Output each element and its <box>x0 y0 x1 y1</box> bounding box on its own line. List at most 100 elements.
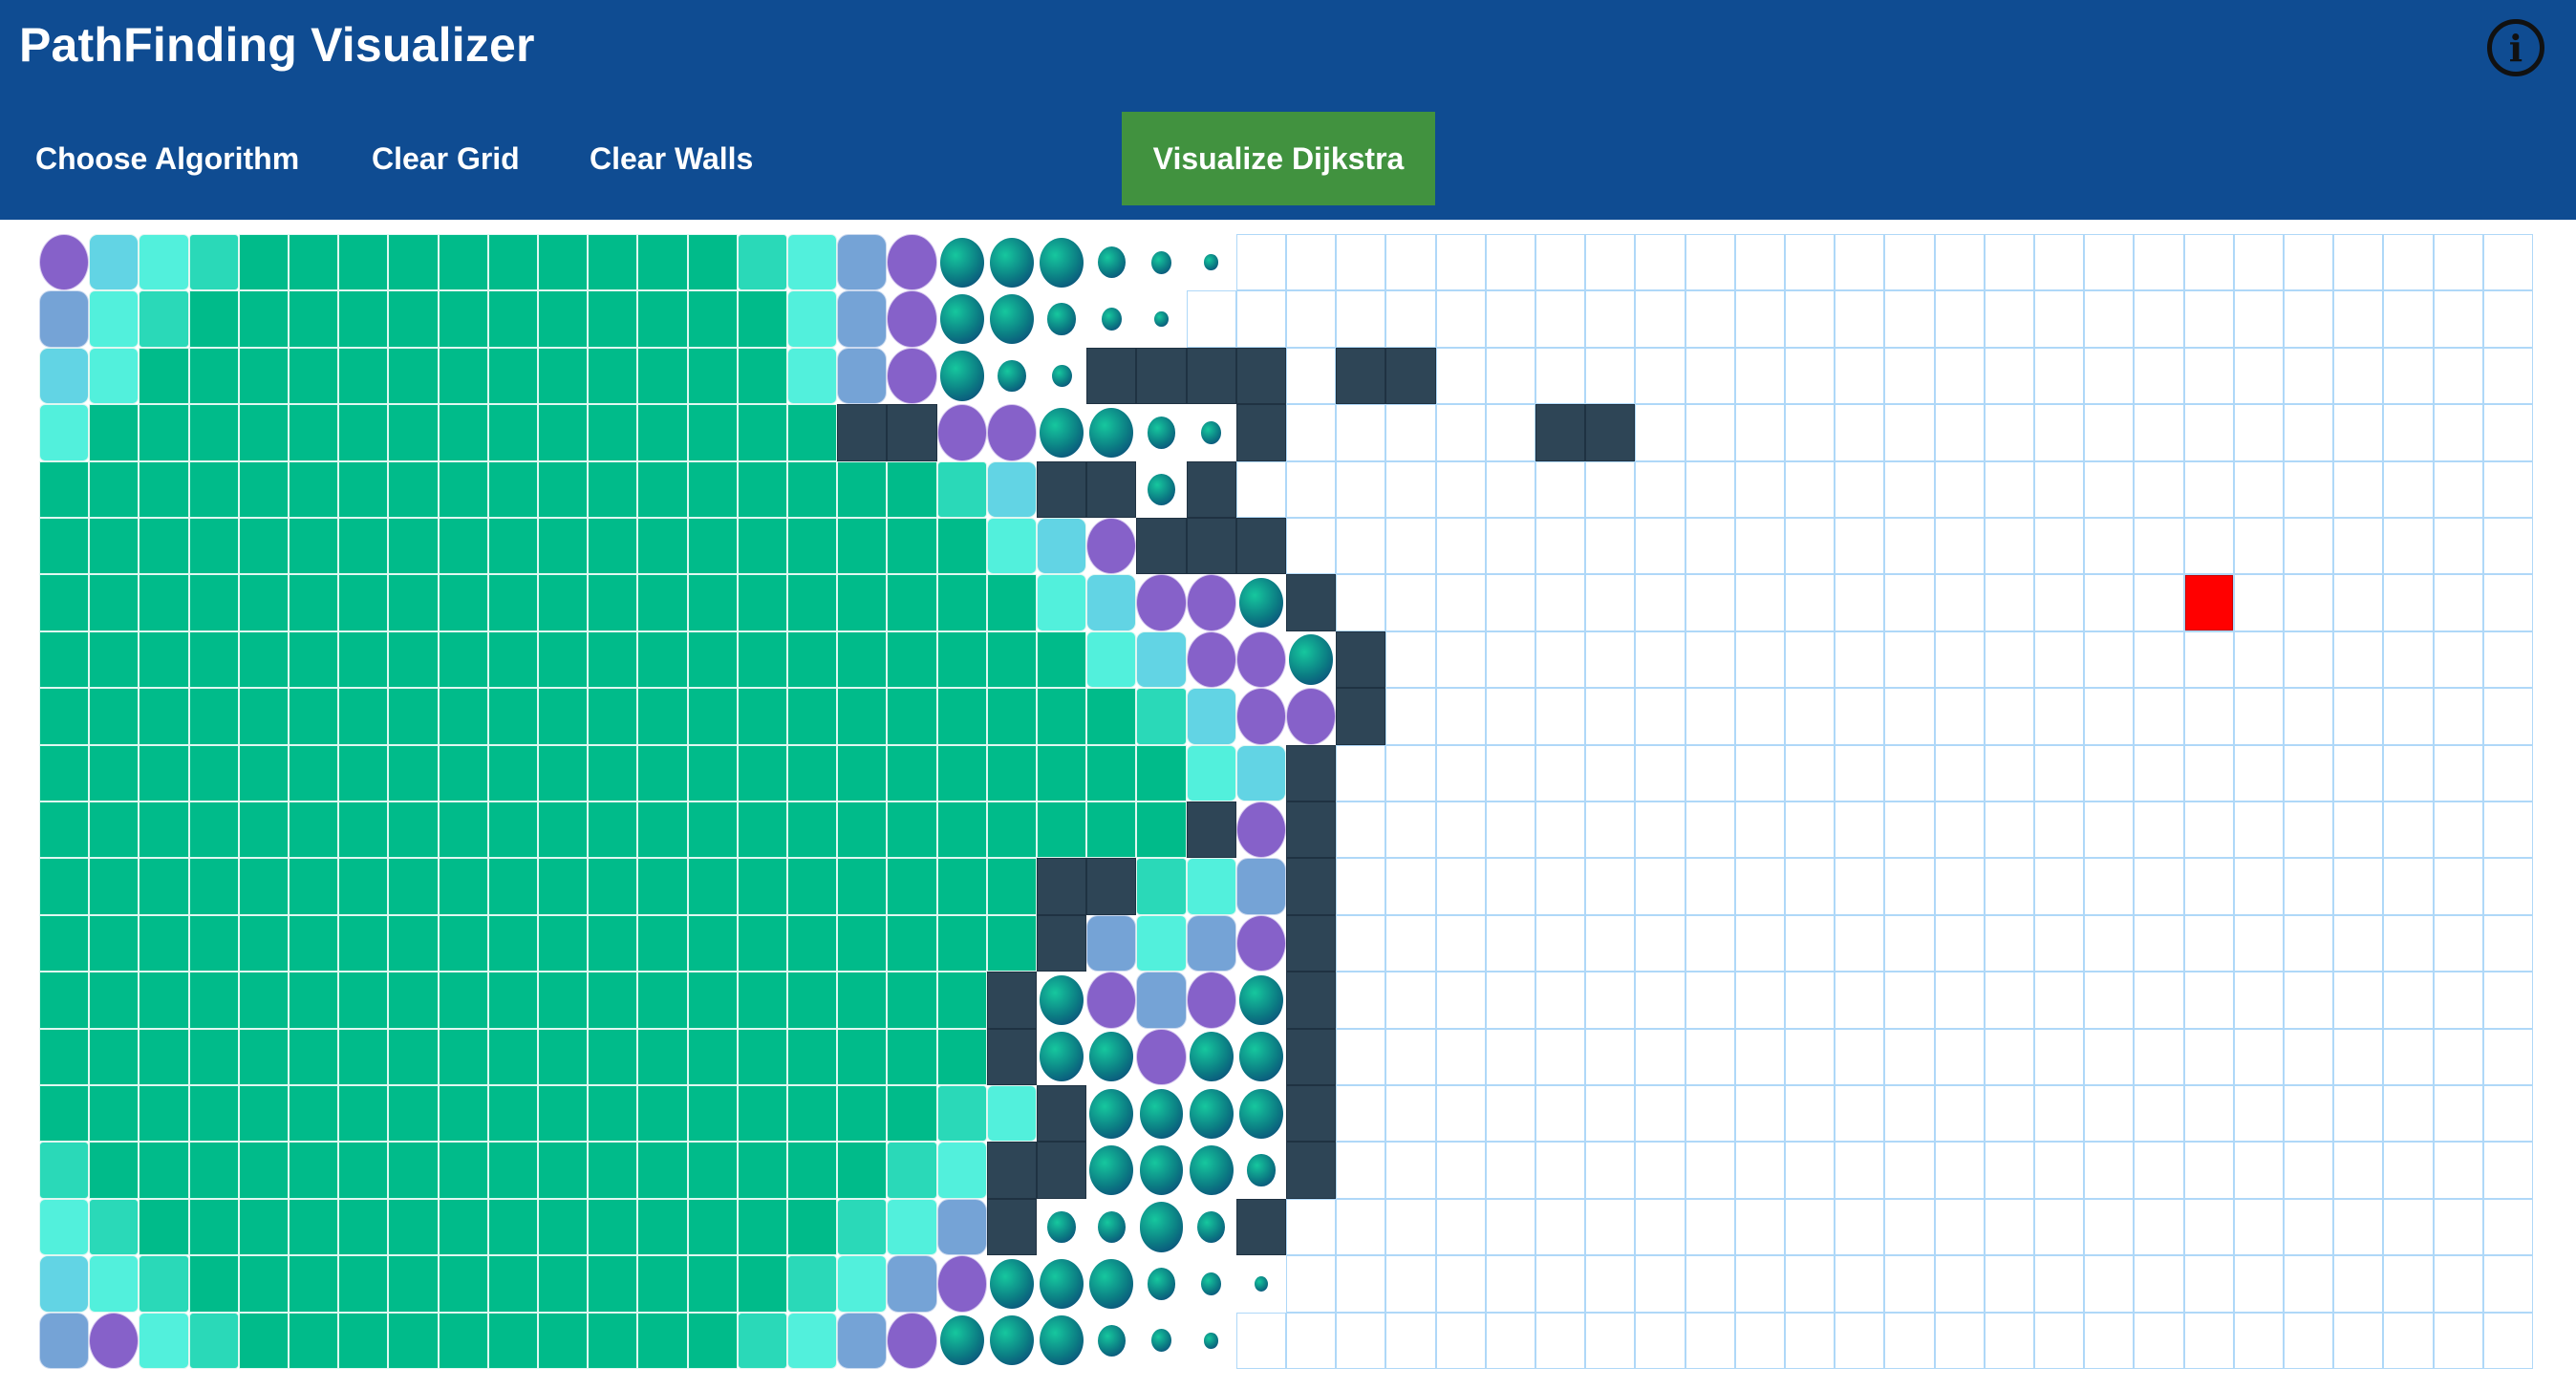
visited-cell[interactable] <box>637 404 688 461</box>
visiting-cell[interactable] <box>139 234 189 291</box>
grid-cell[interactable] <box>2482 914 2533 972</box>
grid-cell[interactable] <box>1685 688 1735 745</box>
grid-cell[interactable] <box>2433 972 2483 1029</box>
visited-cell[interactable] <box>787 1198 838 1256</box>
visiting-cell[interactable] <box>1040 237 1084 288</box>
visited-cell[interactable] <box>388 518 439 575</box>
visited-cell[interactable] <box>487 404 538 461</box>
grid-cell[interactable] <box>1984 1142 2034 1199</box>
visiting-cell[interactable] <box>1040 407 1084 459</box>
visited-cell[interactable] <box>737 1028 787 1085</box>
visited-cell[interactable] <box>139 404 189 461</box>
visited-cell[interactable] <box>188 460 239 518</box>
grid-cell[interactable] <box>1385 914 1436 972</box>
visiting-cell[interactable] <box>1197 1210 1226 1244</box>
visited-cell[interactable] <box>289 1028 339 1085</box>
visiting-cell[interactable] <box>936 404 987 461</box>
visited-cell[interactable] <box>687 630 738 689</box>
grid-cell[interactable] <box>1685 1255 1735 1313</box>
grid-cell[interactable] <box>2482 1142 2533 1199</box>
grid-cell[interactable] <box>2333 574 2384 631</box>
visited-cell[interactable] <box>588 234 638 291</box>
visiting-cell[interactable] <box>1235 630 1286 689</box>
visited-cell[interactable] <box>487 688 538 745</box>
visited-cell[interactable] <box>588 744 638 801</box>
visited-cell[interactable] <box>936 518 987 575</box>
visiting-cell[interactable] <box>936 1198 987 1256</box>
grid-cell[interactable] <box>1734 574 1785 631</box>
visited-cell[interactable] <box>737 1198 787 1256</box>
grid-cell[interactable] <box>1585 1142 1636 1199</box>
visiting-cell[interactable] <box>1136 972 1187 1029</box>
visiting-cell[interactable] <box>188 1312 239 1369</box>
grid-cell[interactable] <box>2333 1255 2384 1313</box>
grid-cell[interactable] <box>2482 630 2533 689</box>
visited-cell[interactable] <box>588 460 638 518</box>
wall-cell[interactable] <box>1235 404 1286 461</box>
grid-cell[interactable] <box>2433 688 2483 745</box>
wall-cell[interactable] <box>1186 801 1236 859</box>
visited-cell[interactable] <box>438 688 488 745</box>
grid-cell[interactable] <box>1435 858 1486 915</box>
visited-cell[interactable] <box>588 858 638 915</box>
visited-cell[interactable] <box>538 518 589 575</box>
visiting-cell[interactable] <box>887 1142 937 1199</box>
grid-cell[interactable] <box>1535 688 1586 745</box>
wall-cell[interactable] <box>1286 744 1337 801</box>
grid-cell[interactable] <box>1734 1142 1785 1199</box>
grid-cell[interactable] <box>1884 858 1935 915</box>
visited-cell[interactable] <box>538 290 589 348</box>
grid-cell[interactable] <box>1535 1198 1586 1256</box>
visited-cell[interactable] <box>737 347 787 405</box>
grid-cell[interactable] <box>1535 858 1586 915</box>
grid-cell[interactable] <box>1734 801 1785 859</box>
grid-cell[interactable] <box>1884 1255 1935 1313</box>
visited-cell[interactable] <box>39 801 90 859</box>
visiting-cell[interactable] <box>1086 574 1137 631</box>
grid-cell[interactable] <box>1934 1085 1985 1143</box>
grid-cell[interactable] <box>1835 234 1885 291</box>
visiting-cell[interactable] <box>1189 1032 1234 1082</box>
grid-cell[interactable] <box>2233 234 2284 291</box>
grid-cell[interactable] <box>1934 518 1985 575</box>
grid-cell[interactable] <box>2084 1198 2135 1256</box>
visiting-cell[interactable] <box>939 351 984 401</box>
visiting-cell[interactable] <box>39 404 90 461</box>
grid-cell[interactable] <box>1934 1028 1985 1085</box>
grid-cell[interactable] <box>1235 290 1286 348</box>
visited-cell[interactable] <box>538 1255 589 1313</box>
visited-cell[interactable] <box>588 630 638 689</box>
visited-cell[interactable] <box>438 1198 488 1256</box>
visited-cell[interactable] <box>487 518 538 575</box>
grid-cell[interactable] <box>1984 801 2034 859</box>
grid-cell[interactable] <box>1835 347 1885 405</box>
visiting-cell[interactable] <box>1040 1032 1084 1082</box>
grid-cell[interactable] <box>2034 404 2085 461</box>
grid-cell[interactable] <box>2084 234 2135 291</box>
grid-cell[interactable] <box>1336 460 1386 518</box>
visited-cell[interactable] <box>487 801 538 859</box>
visiting-cell[interactable] <box>139 1255 189 1313</box>
visited-cell[interactable] <box>787 744 838 801</box>
grid-cell[interactable] <box>1435 460 1486 518</box>
visited-cell[interactable] <box>637 744 688 801</box>
visited-cell[interactable] <box>1086 801 1137 859</box>
visited-cell[interactable] <box>986 688 1037 745</box>
grid-cell[interactable] <box>1835 914 1885 972</box>
wall-cell[interactable] <box>1136 518 1187 575</box>
grid-cell[interactable] <box>1934 574 1985 631</box>
visited-cell[interactable] <box>39 1085 90 1143</box>
grid-cell[interactable] <box>1385 630 1436 689</box>
grid-cell[interactable] <box>1835 801 1885 859</box>
grid-cell[interactable] <box>1984 234 2034 291</box>
grid-cell[interactable] <box>1635 234 1685 291</box>
visiting-cell[interactable] <box>1097 1324 1126 1357</box>
visited-cell[interactable] <box>787 574 838 631</box>
grid-cell[interactable] <box>1435 914 1486 972</box>
grid-cell[interactable] <box>2233 1198 2284 1256</box>
visiting-cell[interactable] <box>39 1198 90 1256</box>
grid-cell[interactable] <box>1435 688 1486 745</box>
grid-cell[interactable] <box>2383 688 2434 745</box>
grid-cell[interactable] <box>2482 1028 2533 1085</box>
visited-cell[interactable] <box>936 744 987 801</box>
